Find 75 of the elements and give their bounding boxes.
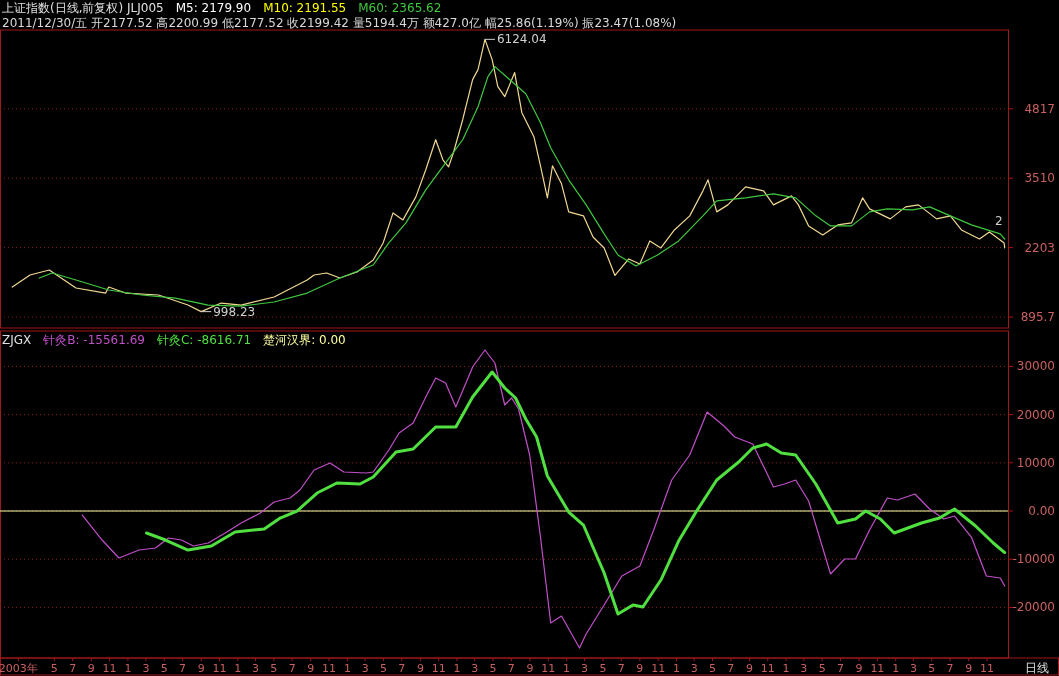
x-tick-label: 7 <box>179 662 187 675</box>
x-tick-label: 3 <box>471 662 479 675</box>
text: 针灸C: -8616.71 <box>155 333 252 347</box>
x-tick-label: 5 <box>50 662 58 675</box>
x-tick-label: 9 <box>307 662 315 675</box>
text: 日线 <box>1025 661 1049 675</box>
x-tick-label: 1 <box>453 662 461 675</box>
text: 针灸B: -15561.69 <box>42 333 145 347</box>
text: M10: 2191.55 <box>263 1 347 15</box>
x-tick-label: 7 <box>507 662 515 675</box>
x-tick-label: 3 <box>361 662 369 675</box>
x-tick-label: 1 <box>673 662 680 675</box>
ref-line-label: 楚河汉界: 0.00 <box>263 333 346 347</box>
x-tick-label: 7 <box>617 662 625 675</box>
x-tick-label: 11 <box>431 662 446 675</box>
x-tick-label: 11 <box>541 662 556 675</box>
x-tick-label: 11 <box>322 662 337 675</box>
x-tick-label: 5 <box>928 662 936 675</box>
x-tick-label: 7 <box>727 662 735 675</box>
x-tick-label: 3 <box>142 662 150 675</box>
text: M5: 2179.90 <box>175 1 252 15</box>
x-tick-label: 3 <box>800 662 808 675</box>
chart-title: ZJGX <box>2 333 32 347</box>
chart-title: 上证指数(日线,前复权) JLJ005 <box>2 1 164 15</box>
x-tick-label: 11 <box>760 662 775 675</box>
y-tick-label: 3510 <box>1024 171 1055 186</box>
y-tick-label: -20000 <box>1012 600 1055 615</box>
x-tick-label: 5 <box>709 662 717 675</box>
x-tick-label: 5 <box>818 662 826 675</box>
x-tick-label: 11 <box>102 662 117 675</box>
annotation: 998.23 <box>213 304 256 319</box>
x-tick-label: 3 <box>690 662 698 675</box>
x-tick-label: 3 <box>909 662 917 675</box>
y-tick-label: 10000 <box>1016 455 1055 470</box>
x-tick-label: 9 <box>87 662 95 675</box>
annotation: 6124.04 <box>496 32 547 47</box>
x-tick-label: 1 <box>563 662 571 675</box>
x-tick-label: 5 <box>489 662 497 675</box>
x-tick-label: 9 <box>197 662 205 675</box>
x-tick-label: 9 <box>855 662 863 675</box>
x-tick-label: 5 <box>379 662 387 675</box>
x-tick-label: 9 <box>965 662 973 675</box>
y-tick-label: 895.7 <box>1020 310 1055 325</box>
x-tick-label: 1 <box>343 662 351 675</box>
x-tick-label: 7 <box>398 662 406 675</box>
x-tick-label: 1 <box>124 662 132 675</box>
text: 2011/12/30/五 开2177.52 高2200.99 低2177.52 收2199.42 量5194.4万 额427.0亿 幅25.86(1.19%) 振23.47(1.08%) <box>2 16 677 30</box>
x-tick-label: 11 <box>870 662 885 675</box>
x-tick-label: 1 <box>234 662 242 675</box>
x-tick-label: 5 <box>160 662 168 675</box>
x-tick-label: 7 <box>836 662 844 675</box>
y-tick-label: 30000 <box>1016 359 1055 374</box>
x-tick-label: 11 <box>651 662 666 675</box>
x-tick-label: 5 <box>599 662 607 675</box>
x-tick-label: 7 <box>946 662 954 675</box>
y-tick-label: -10000 <box>1012 552 1055 567</box>
x-tick-label: 7 <box>288 662 296 675</box>
text: M60: 2365.62 <box>358 1 442 15</box>
y-tick-label: 4817 <box>1024 101 1055 116</box>
x-tick-label: 9 <box>636 662 644 675</box>
y-tick-label: 0.00 <box>1028 504 1055 519</box>
x-tick-label: 7 <box>69 662 77 675</box>
x-tick-label: 3 <box>581 662 589 675</box>
y-tick-label: 20000 <box>1016 407 1055 422</box>
x-tick-label: 1 <box>782 662 790 675</box>
x-tick-label: 11 <box>979 662 994 675</box>
x-tick-label: 9 <box>416 662 424 675</box>
x-tick-label: 11 <box>212 662 227 675</box>
x-tick-label: 9 <box>745 662 753 675</box>
x-tick-label: 1 <box>892 662 900 675</box>
annotation: 2 <box>995 213 1003 228</box>
y-tick-label: 2203 <box>1024 240 1055 255</box>
x-tick-label: 5 <box>270 662 278 675</box>
x-tick-label: 9 <box>526 662 534 675</box>
x-tick-label: 3 <box>252 662 260 675</box>
